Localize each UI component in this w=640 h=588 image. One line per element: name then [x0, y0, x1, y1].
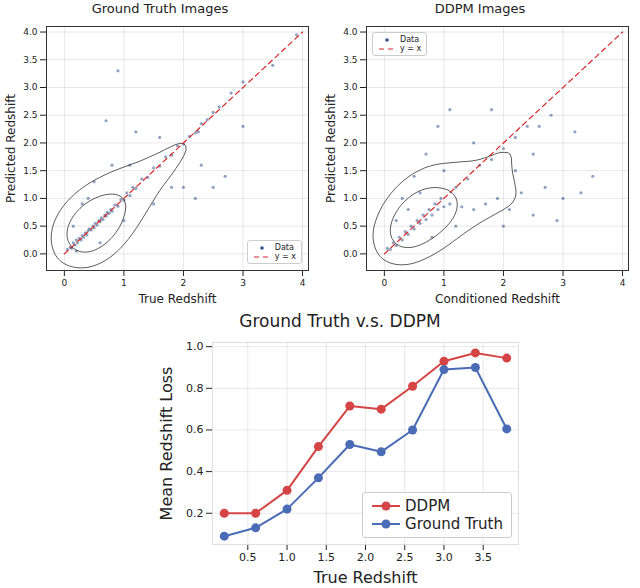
svg-text:0: 0 [61, 278, 67, 288]
svg-text:3.5: 3.5 [474, 551, 492, 564]
svg-text:0.0: 0.0 [343, 249, 358, 259]
svg-text:2.5: 2.5 [23, 110, 37, 120]
html-text:y = x: y = x [400, 44, 422, 53]
svg-text:Predicted Redshift: Predicted Redshift [4, 94, 18, 203]
svg-text:Predicted Redshift: Predicted Redshift [324, 94, 338, 203]
svg-text:0.4: 0.4 [186, 465, 204, 478]
svg-text:2.0: 2.0 [343, 138, 358, 148]
svg-text:0: 0 [381, 278, 387, 288]
svg-text:True Redshift: True Redshift [312, 568, 417, 587]
svg-text:1.5: 1.5 [343, 166, 357, 176]
svg-text:2.0: 2.0 [357, 551, 375, 564]
svg-text:4: 4 [620, 278, 626, 288]
html-text:DDPM: DDPM [405, 497, 451, 515]
svg-text:4: 4 [300, 278, 306, 288]
svg-text:3: 3 [560, 278, 566, 288]
svg-text:2: 2 [501, 278, 507, 288]
svg-text:0.5: 0.5 [23, 221, 37, 231]
svg-text:3.0: 3.0 [435, 551, 453, 564]
svg-text:Conditioned Redshift: Conditioned Redshift [435, 292, 560, 306]
html-text:DDPM Images: DDPM Images [434, 1, 526, 16]
svg-text:True Redshift: True Redshift [137, 292, 216, 306]
html-text:Ground Truth Images: Ground Truth Images [91, 1, 229, 16]
svg-text:3.0: 3.0 [343, 82, 358, 92]
svg-text:0.6: 0.6 [186, 423, 204, 436]
svg-text:3: 3 [240, 278, 246, 288]
svg-text:0.8: 0.8 [186, 382, 204, 395]
svg-text:1: 1 [441, 278, 447, 288]
svg-text:2.0: 2.0 [23, 138, 38, 148]
svg-text:1: 1 [121, 278, 127, 288]
svg-text:0.2: 0.2 [186, 507, 204, 520]
svg-text:Mean Redshift Loss: Mean Redshift Loss [157, 367, 176, 521]
svg-text:1.0: 1.0 [278, 551, 296, 564]
html-text:Data: Data [400, 35, 420, 44]
svg-text:1.0: 1.0 [186, 340, 204, 353]
html-text:Ground Truth v.s. DDPM: Ground Truth v.s. DDPM [239, 311, 441, 331]
svg-text:1.0: 1.0 [343, 193, 358, 203]
svg-text:3.5: 3.5 [343, 55, 357, 65]
svg-text:3.0: 3.0 [23, 82, 38, 92]
html-text:y = x: y = x [274, 252, 296, 261]
svg-text:1.0: 1.0 [23, 193, 38, 203]
svg-text:4.0: 4.0 [343, 27, 358, 37]
svg-text:1.5: 1.5 [318, 551, 336, 564]
svg-text:2: 2 [181, 278, 187, 288]
html-text:Ground Truth: Ground Truth [405, 515, 503, 533]
svg-text:2.5: 2.5 [396, 551, 414, 564]
svg-text:4.0: 4.0 [23, 27, 38, 37]
svg-text:0.5: 0.5 [239, 551, 256, 564]
svg-text:2.5: 2.5 [343, 110, 357, 120]
svg-text:0.5: 0.5 [343, 221, 357, 231]
svg-text:1.5: 1.5 [23, 166, 37, 176]
html-text:Data: Data [274, 243, 294, 252]
svg-text:3.5: 3.5 [23, 55, 37, 65]
svg-text:0.0: 0.0 [23, 249, 38, 259]
